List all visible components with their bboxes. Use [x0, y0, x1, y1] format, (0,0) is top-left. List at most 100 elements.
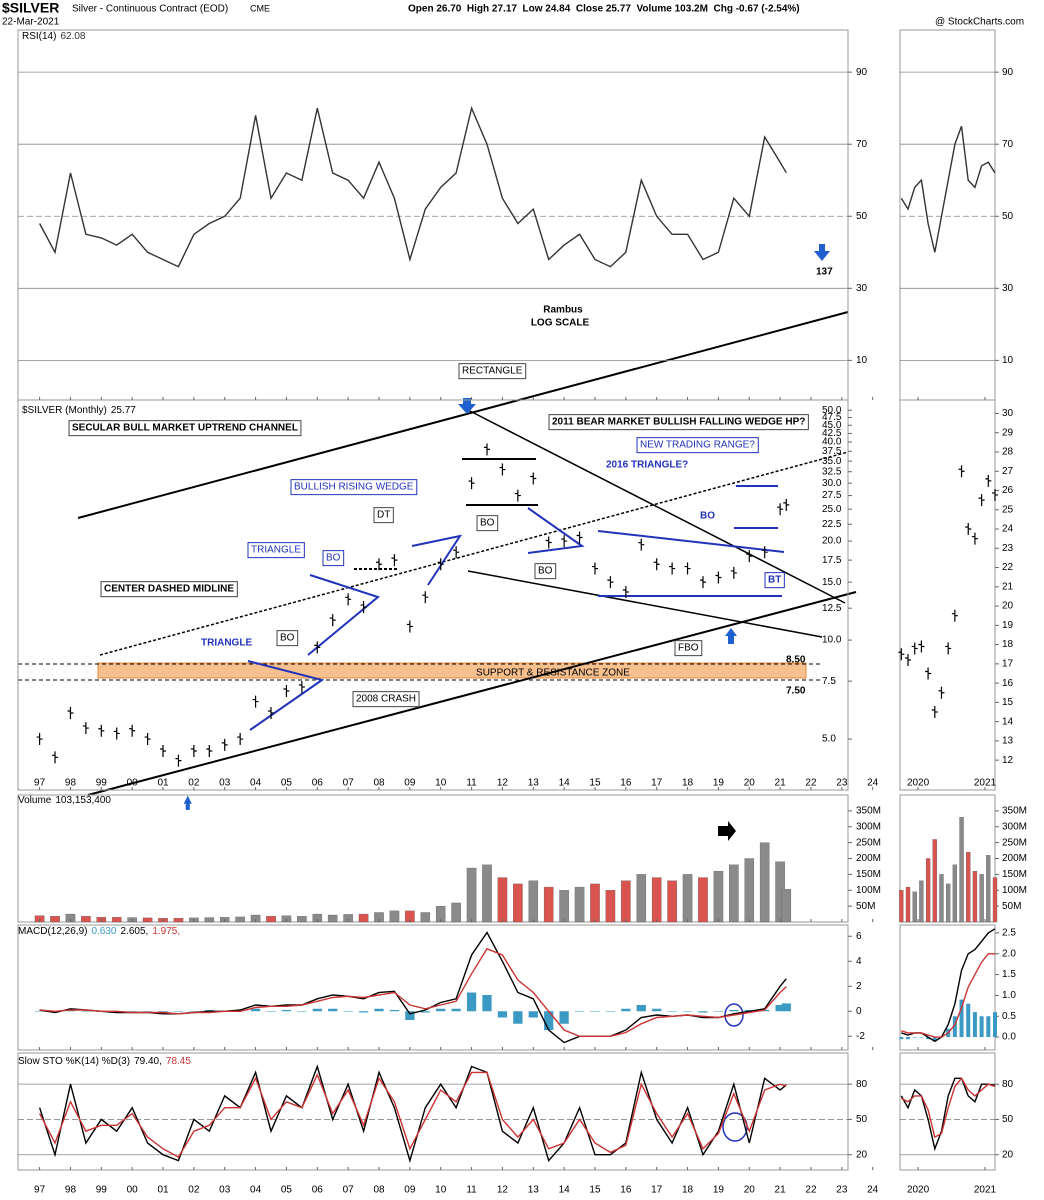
legend-name: Volume	[18, 795, 52, 806]
x-tick-label: 11	[466, 1185, 477, 1196]
y-tick-label: 30	[856, 283, 868, 294]
bar	[912, 1037, 917, 1038]
x-tick-label: 12	[497, 1185, 509, 1196]
annotation-text: RECTANGLE	[462, 366, 523, 377]
y-tick-label: 32.5	[822, 466, 842, 477]
wedge-shape	[411, 534, 463, 586]
price-bar	[653, 558, 660, 571]
annotation-text: 2016 TRIANGLE?	[606, 460, 688, 471]
x-tick-label: 01	[157, 1185, 169, 1196]
bar	[281, 1010, 292, 1012]
bar	[698, 1011, 708, 1013]
price-bar	[129, 724, 136, 737]
x-tick-label: 03	[219, 1185, 231, 1196]
x-tick-label: 06	[312, 1185, 324, 1196]
bar	[906, 1037, 911, 1040]
bar	[682, 1011, 693, 1012]
annotation-text: FBO	[678, 643, 699, 654]
y-tick-label: 17.5	[822, 555, 842, 566]
x-tick-label: 00	[127, 1185, 139, 1196]
annotation-text: NEW TRADING RANGE?	[640, 440, 755, 451]
annotation-box	[764, 572, 785, 589]
y-tick-label: 42.5	[822, 428, 842, 439]
bar	[50, 916, 60, 923]
bar	[266, 916, 276, 923]
y-tick-label: 37.5	[822, 446, 842, 457]
bar	[482, 864, 492, 923]
annotation: TRIANGLE	[247, 542, 305, 559]
y-tick-label: 35.0	[822, 456, 842, 467]
x-tick-label: 10	[435, 778, 447, 789]
price-bar	[67, 707, 74, 720]
price-bar	[669, 562, 676, 575]
y-tick-label: 10	[1002, 355, 1014, 366]
price-bar	[360, 601, 367, 614]
bar	[667, 1011, 677, 1012]
bar	[698, 877, 708, 923]
x-tick-label: 19	[713, 1185, 725, 1196]
y-tick-label: 70	[856, 139, 868, 150]
x-tick-label: 99	[96, 778, 108, 789]
bar	[959, 999, 964, 1038]
bar	[905, 886, 911, 923]
price-bar	[638, 538, 645, 551]
annotation-box	[100, 581, 238, 598]
legend-value: 78.45	[166, 1056, 191, 1067]
price-bar	[561, 535, 568, 548]
bar	[497, 877, 508, 923]
legend: $SILVER (Monthly) 25.77	[22, 405, 136, 416]
x-tick-label: 02	[188, 778, 200, 789]
price-bar	[925, 667, 932, 680]
bar	[919, 880, 924, 923]
y-tick-label: 13	[1002, 736, 1014, 747]
bar	[466, 867, 477, 923]
price-bar	[777, 503, 784, 516]
x-tick-label: 19	[713, 778, 725, 789]
price-bar	[329, 614, 336, 627]
x-tick-label: 20	[744, 778, 756, 789]
x-tick-label: 16	[620, 778, 632, 789]
y-tick-label: 40.0	[822, 437, 842, 448]
wedge-lower	[467, 570, 823, 638]
x-tick-label: 23	[836, 1185, 848, 1196]
bar	[451, 1008, 461, 1012]
x-tick-label: 23	[836, 778, 848, 789]
x-tick-label: 98	[65, 778, 77, 789]
x-tick-label: 98	[65, 1185, 77, 1196]
price-bar	[730, 566, 737, 579]
bar	[652, 1008, 662, 1012]
x-tick-label: 15	[589, 778, 601, 789]
y-tick-label: 1.5	[1002, 969, 1016, 980]
bar	[497, 1011, 508, 1018]
x-tick-label: 22	[805, 778, 817, 789]
bar	[142, 1011, 153, 1012]
symbol: $SILVER	[2, 0, 59, 16]
annotation: CENTER DASHED MIDLINE	[100, 581, 238, 598]
price-bar	[945, 642, 952, 655]
bar	[204, 917, 215, 923]
y-tick-label: 10	[856, 355, 868, 366]
bar	[482, 995, 492, 1012]
y-tick-label: 150M	[1002, 869, 1027, 880]
price-bar	[931, 706, 938, 718]
price-bar	[221, 738, 228, 751]
price-bar	[52, 751, 59, 764]
legend: Slow STO %K(14) %D(3) 79.40, 78.45	[18, 1056, 191, 1067]
y-tick-label: 50	[856, 211, 868, 222]
price-bar	[591, 562, 598, 575]
annotation: BO	[476, 515, 499, 532]
y-tick-label: 21	[1002, 581, 1014, 592]
price-bar	[898, 648, 905, 661]
series-line	[38, 1071, 787, 1159]
instrument-name: Silver - Continuous Contract (EOD)	[72, 4, 228, 15]
annotation: 8.50	[786, 655, 806, 666]
y-tick-label: 80	[1002, 1079, 1014, 1090]
price-bar	[175, 754, 182, 767]
y-tick-label: 12	[1002, 755, 1014, 766]
y-tick-label: 18	[1002, 639, 1014, 650]
y-tick-label: 0.0	[1002, 1032, 1016, 1043]
y-tick-label: 27	[1002, 466, 1014, 477]
annotation-text: 2011 BEAR MARKET BULLISH FALLING WEDGE H…	[552, 417, 805, 428]
bar	[992, 877, 998, 923]
annotation-box	[322, 550, 345, 567]
